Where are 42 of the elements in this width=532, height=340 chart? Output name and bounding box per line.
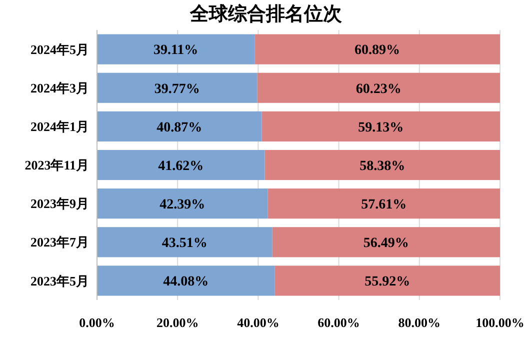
data-label: 58.38% (360, 158, 406, 174)
bar (264, 150, 500, 180)
y-tick-label: 2024年5月 (30, 42, 89, 57)
data-label: 39.11% (153, 43, 198, 58)
bar (254, 34, 500, 64)
data-label: 60.23% (356, 82, 402, 97)
y-tick-label: 2023年7月 (30, 234, 89, 250)
x-tick-label: 40.00% (237, 315, 280, 330)
y-tick-label: 2024年1月 (30, 118, 89, 134)
y-tick-label: 2023年5月 (30, 273, 89, 288)
x-tick-label: 0.00% (79, 315, 115, 330)
bar (97, 227, 272, 258)
y-tick-label: 2023年9月 (30, 196, 89, 212)
data-label: 44.08% (163, 274, 209, 290)
x-tick-label: 20.00% (156, 315, 199, 330)
x-tick-label: 100.00% (476, 315, 524, 330)
bar (97, 188, 268, 219)
data-label: 42.39% (160, 197, 206, 212)
data-label: 60.89% (354, 43, 400, 58)
y-tick-label: 2024年3月 (30, 80, 89, 96)
bar (97, 150, 265, 180)
bar (97, 111, 262, 142)
y-tick-label: 2023年11月 (24, 158, 89, 173)
x-tick-label: 80.00% (398, 315, 441, 330)
bar (97, 266, 275, 296)
chart-title: 全球综合排名位次 (189, 3, 343, 25)
data-label: 39.77% (154, 82, 200, 97)
bar (257, 72, 500, 103)
bar (268, 188, 500, 219)
bar (97, 72, 258, 103)
bar (97, 34, 255, 64)
data-label: 56.49% (363, 236, 409, 252)
bar (274, 266, 500, 296)
data-label: 43.51% (162, 236, 208, 252)
data-label: 59.13% (358, 120, 404, 136)
data-label: 41.62% (158, 158, 204, 174)
bar (262, 111, 500, 142)
data-label: 55.92% (364, 274, 410, 290)
bar (272, 227, 500, 258)
data-label: 57.61% (361, 197, 407, 212)
data-label: 40.87% (156, 120, 202, 136)
x-tick-label: 60.00% (318, 315, 360, 330)
